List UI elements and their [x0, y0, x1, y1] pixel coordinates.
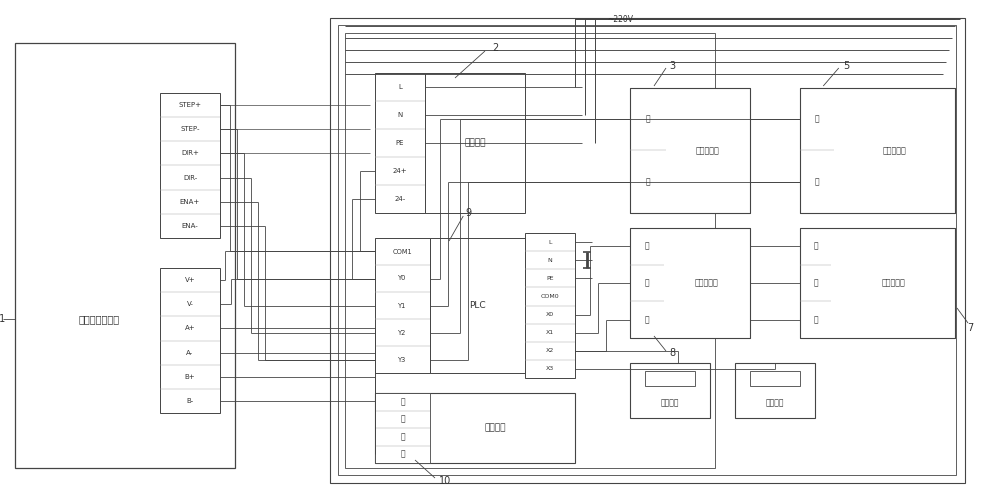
Bar [375, 393, 575, 463]
Text: 蓝: 蓝 [815, 115, 819, 124]
Text: 绿: 绿 [400, 432, 405, 441]
Text: 3: 3 [669, 61, 675, 71]
Bar [338, 25, 956, 475]
Bar [834, 88, 955, 213]
Text: 蓝: 蓝 [400, 415, 405, 424]
Bar [15, 43, 235, 468]
Bar [630, 88, 750, 213]
Text: 启动按钮: 启动按钮 [661, 398, 679, 407]
Bar [160, 93, 220, 238]
Text: STEP-: STEP- [180, 126, 200, 132]
Bar [345, 33, 715, 468]
Text: STEP+: STEP+ [178, 102, 202, 108]
Text: COM0: COM0 [541, 294, 559, 299]
Text: 7: 7 [967, 323, 973, 333]
Bar [160, 268, 220, 413]
Bar [375, 73, 425, 213]
Text: 激光发射器: 激光发射器 [696, 146, 720, 155]
Bar [630, 363, 710, 418]
Text: L: L [548, 240, 552, 245]
Text: 棕: 棕 [644, 278, 649, 287]
Bar [630, 228, 664, 338]
Text: DIR+: DIR+ [181, 150, 199, 156]
Text: ENA+: ENA+ [180, 199, 200, 205]
Bar [375, 393, 430, 463]
Text: PE: PE [396, 140, 404, 146]
Text: B+: B+ [185, 374, 195, 380]
Bar [735, 363, 815, 418]
Text: 11: 11 [0, 314, 6, 324]
Text: ~220V: ~220V [607, 15, 633, 24]
Text: Y3: Y3 [398, 357, 407, 363]
Bar [630, 228, 750, 338]
Text: 红: 红 [400, 450, 405, 459]
Text: X3: X3 [546, 367, 554, 372]
Bar [800, 228, 831, 338]
Text: 黑: 黑 [813, 315, 818, 324]
Text: 黄: 黄 [400, 397, 405, 406]
Text: 24+: 24+ [393, 168, 407, 174]
Bar [664, 228, 750, 338]
Text: 黑: 黑 [644, 315, 649, 324]
Bar [525, 233, 575, 378]
Bar [800, 88, 834, 213]
Text: 蓝: 蓝 [646, 115, 650, 124]
Text: 5: 5 [843, 61, 850, 71]
Text: 棕: 棕 [815, 177, 819, 186]
Text: Y2: Y2 [398, 330, 407, 336]
Text: X2: X2 [546, 348, 554, 353]
Bar [666, 88, 750, 213]
Text: V+: V+ [185, 277, 195, 283]
Bar [425, 73, 525, 213]
Text: X0: X0 [546, 312, 554, 317]
Bar [645, 371, 695, 386]
Text: PE: PE [546, 276, 554, 281]
Text: 步进电机驱动器: 步进电机驱动器 [78, 314, 119, 324]
Text: 步进电机: 步进电机 [484, 423, 506, 432]
Text: 10: 10 [439, 476, 451, 486]
Text: COM1: COM1 [393, 249, 412, 254]
Text: 停止按钮: 停止按钮 [766, 398, 784, 407]
Text: X1: X1 [546, 330, 554, 335]
Text: A-: A- [186, 350, 194, 356]
Bar [800, 88, 955, 213]
Text: Y1: Y1 [398, 302, 407, 308]
Text: B-: B- [186, 398, 194, 404]
Bar [430, 238, 525, 373]
Text: 直流电源: 直流电源 [464, 138, 486, 147]
Text: DIR-: DIR- [183, 175, 197, 181]
Text: 8: 8 [669, 348, 675, 358]
Text: 蓝: 蓝 [813, 242, 818, 251]
Text: L: L [398, 84, 402, 90]
Text: A+: A+ [185, 325, 195, 331]
Text: 2: 2 [492, 43, 498, 53]
Text: Y0: Y0 [398, 275, 407, 281]
Bar [800, 228, 955, 338]
Text: 棕: 棕 [646, 177, 650, 186]
Bar [330, 18, 965, 483]
Text: 激光接收器: 激光接收器 [695, 278, 719, 287]
Text: 激光发射器: 激光发射器 [883, 146, 906, 155]
Text: N: N [397, 112, 403, 118]
Text: V-: V- [187, 301, 193, 307]
Text: 蓝: 蓝 [644, 242, 649, 251]
Text: 激光接收器: 激光接收器 [881, 278, 905, 287]
Bar [831, 228, 955, 338]
Text: 9: 9 [465, 208, 471, 218]
Bar [375, 238, 430, 373]
Text: N: N [548, 257, 552, 262]
Text: ENA-: ENA- [182, 223, 198, 229]
Text: 24-: 24- [394, 196, 406, 202]
Text: PLC: PLC [469, 301, 486, 310]
Bar [750, 371, 800, 386]
Bar [630, 88, 666, 213]
Text: 棕: 棕 [813, 278, 818, 287]
